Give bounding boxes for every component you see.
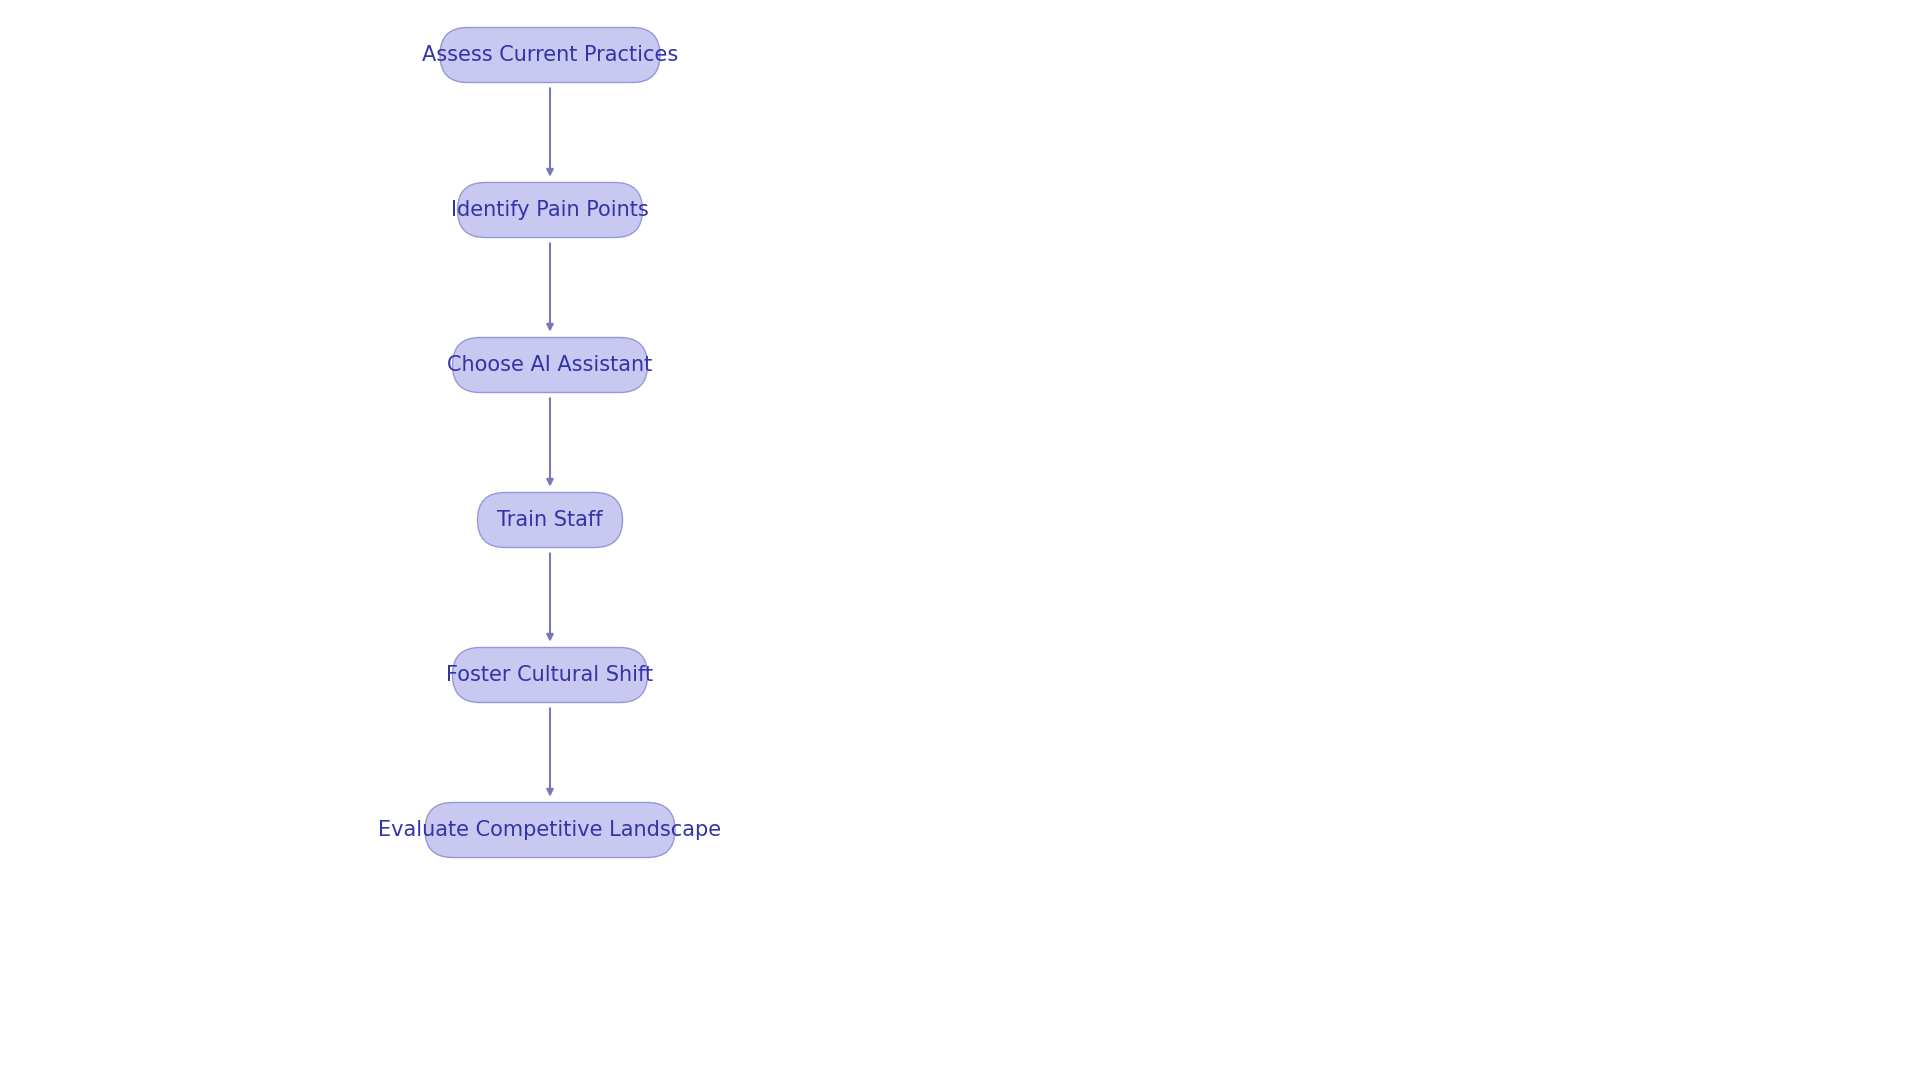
Text: Evaluate Competitive Landscape: Evaluate Competitive Landscape [378,820,722,840]
Text: Train Staff: Train Staff [497,510,603,530]
FancyBboxPatch shape [424,803,676,858]
Text: Identify Pain Points: Identify Pain Points [451,200,649,220]
FancyBboxPatch shape [453,338,647,392]
FancyBboxPatch shape [453,648,647,703]
FancyBboxPatch shape [478,493,622,548]
Text: Foster Cultural Shift: Foster Cultural Shift [447,665,653,686]
FancyBboxPatch shape [457,183,643,237]
Text: Assess Current Practices: Assess Current Practices [422,45,678,65]
FancyBboxPatch shape [440,27,660,82]
Text: Choose AI Assistant: Choose AI Assistant [447,355,653,375]
